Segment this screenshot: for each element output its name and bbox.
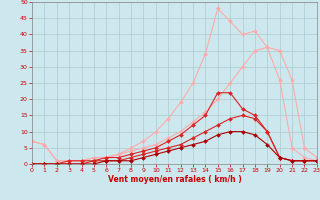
X-axis label: Vent moyen/en rafales ( km/h ): Vent moyen/en rafales ( km/h ) [108,175,241,184]
